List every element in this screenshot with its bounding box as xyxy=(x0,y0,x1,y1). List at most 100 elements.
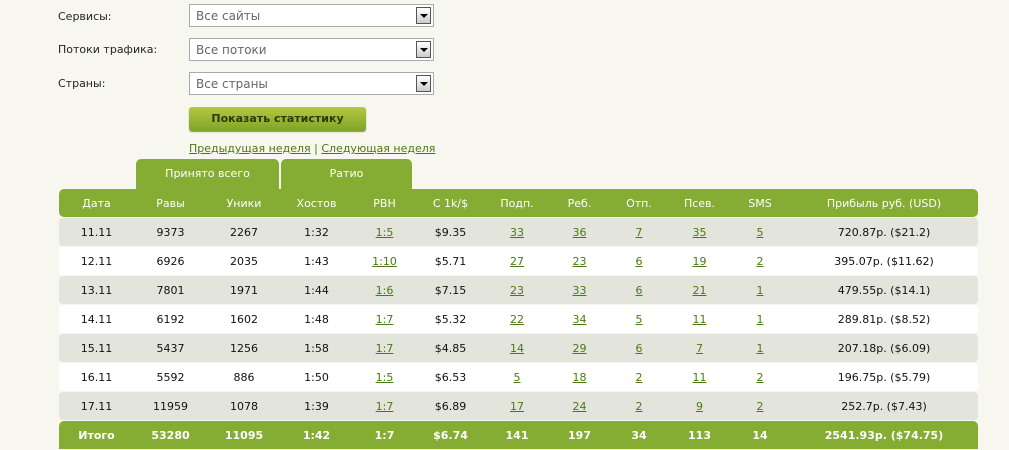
cell-link[interactable]: 18 xyxy=(572,370,587,384)
table-cell: 720.87р. ($21.2) xyxy=(790,218,978,246)
traffic-flows-select[interactable]: Все потоки xyxy=(189,38,434,61)
cell-link[interactable]: 6 xyxy=(635,254,643,268)
cell-link[interactable]: 11 xyxy=(692,312,707,326)
cell-link[interactable]: 1:10 xyxy=(372,254,397,268)
cell-link[interactable]: 1:7 xyxy=(375,341,394,355)
table-cell: 2 xyxy=(609,363,669,391)
cell-link[interactable]: 21 xyxy=(692,283,707,297)
chevron-down-icon[interactable] xyxy=(416,41,431,58)
services-label: Сервисы: xyxy=(58,10,112,23)
total-cell: 2541.93р. ($74.75) xyxy=(790,421,978,449)
cell-link[interactable]: 1:5 xyxy=(375,225,394,239)
table-row: 12.11 6926 2035 1:43 1:10 $5.71 27 23 6 19 2 395.07… xyxy=(59,247,978,275)
table-cell: 886 xyxy=(207,363,281,391)
total-cell: 14 xyxy=(730,421,790,449)
table-cell: 35 xyxy=(669,218,730,246)
show-stats-button[interactable]: Показать статистику xyxy=(189,107,366,131)
table-cell: 1:5 xyxy=(352,218,417,246)
cell-link[interactable]: 23 xyxy=(510,283,524,297)
cell-link[interactable]: 1 xyxy=(756,312,764,326)
countries-select[interactable]: Все страны xyxy=(189,72,434,95)
chevron-down-icon[interactable] xyxy=(416,7,431,24)
next-week-link[interactable]: Следующая неделя xyxy=(321,142,436,155)
table-cell: 1 xyxy=(730,276,790,304)
tab-accepted-total[interactable]: Принято всего xyxy=(136,159,279,189)
cell-link[interactable]: 1 xyxy=(756,341,764,355)
cell-link[interactable]: 6 xyxy=(635,341,643,355)
cell-link[interactable]: 2 xyxy=(635,370,643,384)
table-cell: 1:50 xyxy=(281,363,352,391)
cell-link[interactable]: 11 xyxy=(692,370,707,384)
cell-link[interactable]: 1:6 xyxy=(375,283,394,297)
table-cell: 9 xyxy=(669,392,730,420)
table-cell: 1:7 xyxy=(352,305,417,333)
table-cell: 2035 xyxy=(207,247,281,275)
column-header: Реб. xyxy=(550,189,609,217)
table-cell: 1:5 xyxy=(352,363,417,391)
cell-link[interactable]: 7 xyxy=(696,341,703,355)
table-cell: 2 xyxy=(730,363,790,391)
cell-link[interactable]: 35 xyxy=(692,225,707,239)
table-cell: 1971 xyxy=(207,276,281,304)
cell-link[interactable]: 5 xyxy=(756,225,764,239)
total-cell: 34 xyxy=(609,421,669,449)
cell-link[interactable]: 33 xyxy=(510,225,524,239)
table-cell: $7.15 xyxy=(417,276,484,304)
table-cell: 29 xyxy=(550,334,609,362)
cell-link[interactable]: 33 xyxy=(572,283,587,297)
table-cell: 9373 xyxy=(134,218,207,246)
cell-link[interactable]: 1:7 xyxy=(375,312,394,326)
cell-link[interactable]: 1:5 xyxy=(375,370,394,384)
table-row: 14.11 6192 1602 1:48 1:7 $5.32 22 34 5 11 1 289.81р… xyxy=(59,305,978,333)
cell-link[interactable]: 9 xyxy=(696,399,703,413)
cell-link[interactable]: 14 xyxy=(510,341,524,355)
column-header: Псев. xyxy=(669,189,730,217)
services-select[interactable]: Все сайты xyxy=(189,4,434,27)
table-cell: 12.11 xyxy=(59,247,134,275)
table-cell: 6 xyxy=(609,334,669,362)
table-cell: 1:32 xyxy=(281,218,352,246)
table-cell: $4.85 xyxy=(417,334,484,362)
tab-ratio[interactable]: Ратио xyxy=(281,159,412,189)
cell-link[interactable]: 17 xyxy=(510,399,524,413)
traffic-flows-value: Все потоки xyxy=(196,43,267,57)
table-cell: 1:39 xyxy=(281,392,352,420)
cell-link[interactable]: 24 xyxy=(572,399,587,413)
cell-link[interactable]: 1 xyxy=(756,283,764,297)
table-cell: 1078 xyxy=(207,392,281,420)
table-cell: 13.11 xyxy=(59,276,134,304)
table-cell: 33 xyxy=(484,218,550,246)
cell-link[interactable]: 5 xyxy=(635,312,643,326)
table-cell: 1:6 xyxy=(352,276,417,304)
total-cell: 197 xyxy=(550,421,609,449)
cell-link[interactable]: 5 xyxy=(513,370,521,384)
cell-link[interactable]: 7 xyxy=(635,225,643,239)
countries-value: Все страны xyxy=(196,77,268,91)
chevron-down-icon[interactable] xyxy=(416,75,431,92)
total-cell: 113 xyxy=(669,421,730,449)
cell-link[interactable]: 1:7 xyxy=(375,399,394,413)
cell-link[interactable]: 6 xyxy=(635,283,643,297)
table-cell: 6926 xyxy=(134,247,207,275)
cell-link[interactable]: 2 xyxy=(756,370,764,384)
cell-link[interactable]: 29 xyxy=(572,341,587,355)
cell-link[interactable]: 23 xyxy=(572,254,587,268)
cell-link[interactable]: 2 xyxy=(756,399,764,413)
cell-link[interactable]: 2 xyxy=(635,399,643,413)
cell-link[interactable]: 22 xyxy=(510,312,524,326)
table-cell: 1:10 xyxy=(352,247,417,275)
table-row: 16.11 5592 886 1:50 1:5 $6.53 5 18 2 11 2 196.75р. … xyxy=(59,363,978,391)
column-header: Хостов xyxy=(281,189,352,217)
table-cell: 2 xyxy=(730,392,790,420)
cell-link[interactable]: 2 xyxy=(756,254,764,268)
prev-week-link[interactable]: Предыдущая неделя xyxy=(189,142,311,155)
table-cell: 5 xyxy=(730,218,790,246)
table-cell: 17 xyxy=(484,392,550,420)
cell-link[interactable]: 27 xyxy=(510,254,524,268)
cell-link[interactable]: 34 xyxy=(572,312,587,326)
table-cell: 479.55р. ($14.1) xyxy=(790,276,978,304)
cell-link[interactable]: 36 xyxy=(572,225,587,239)
table-row: 15.11 5437 1256 1:58 1:7 $4.85 14 29 6 7 1 207.18р.… xyxy=(59,334,978,362)
cell-link[interactable]: 19 xyxy=(692,254,707,268)
table-cell: 5 xyxy=(484,363,550,391)
